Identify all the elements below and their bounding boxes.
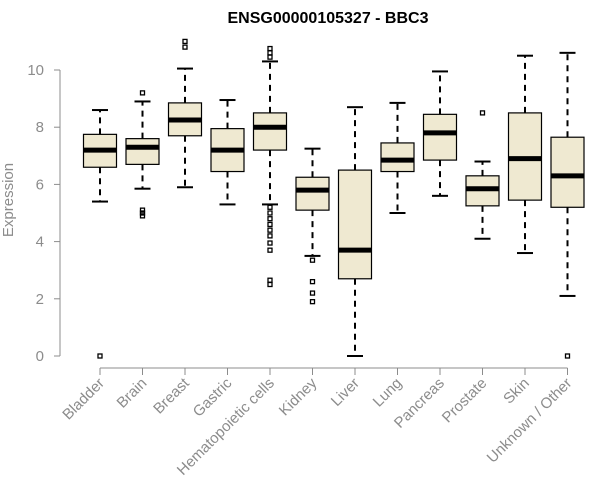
outlier-point <box>267 240 273 246</box>
box-iqr <box>252 112 288 151</box>
box-iqr <box>422 113 458 161</box>
y-axis-label: Expression <box>0 163 17 237</box>
outlier-point <box>267 216 273 222</box>
box-group <box>422 70 458 197</box>
x-tick-label: Kidney <box>276 374 321 419</box>
y-tick-label: 2 <box>36 291 44 308</box>
outlier-point <box>267 277 273 283</box>
outlier-point <box>267 54 273 60</box>
outlier-point <box>267 233 273 239</box>
y-tick-label: 4 <box>36 234 44 251</box>
box-group <box>465 110 500 240</box>
x-tick-label: Skin <box>500 375 533 408</box>
box-iqr <box>125 138 160 165</box>
x-tick-label: Lung <box>370 375 406 411</box>
outlier-point <box>479 110 486 116</box>
box-iqr <box>550 136 585 208</box>
box-group <box>295 147 330 305</box>
outlier-point <box>97 353 103 359</box>
outlier-point <box>139 207 146 213</box>
box-group <box>167 38 203 189</box>
outlier-point <box>309 257 316 263</box>
box-group <box>507 54 543 255</box>
box-iqr <box>380 142 415 173</box>
x-tick-label: Breast <box>150 374 193 417</box>
box-iqr <box>337 169 373 280</box>
box-group <box>380 101 415 214</box>
y-tick-label: 10 <box>27 62 44 79</box>
x-tick-label: Liver <box>328 375 363 410</box>
outlier-point <box>309 278 316 285</box>
y-tick-label: 0 <box>36 348 44 365</box>
outlier-point <box>309 299 316 305</box>
outlier-point <box>267 247 273 253</box>
x-tick-label: Brain <box>114 375 151 412</box>
outlier-point <box>267 50 273 56</box>
outlier-point <box>139 213 146 219</box>
box-group <box>337 106 373 357</box>
box-iqr <box>295 176 330 211</box>
outlier-point <box>182 44 188 50</box>
outlier-point <box>182 38 188 45</box>
outlier-point <box>564 353 571 359</box>
x-tick-label: Bladder <box>59 375 108 424</box>
box-group <box>210 99 245 206</box>
box-group <box>550 51 585 359</box>
outlier-point <box>267 221 273 228</box>
boxes-layer <box>82 38 585 359</box>
chart-title: ENSG00000105327 - BBC3 <box>227 10 428 27</box>
x-tick-label: Prostate <box>439 375 491 427</box>
box-group <box>252 45 288 288</box>
outlier-point <box>267 210 273 216</box>
outlier-point <box>139 210 146 216</box>
outlier-point <box>139 90 146 96</box>
outlier-point <box>267 227 273 233</box>
outlier-point <box>267 281 273 288</box>
box-group <box>125 90 160 219</box>
outlier-point <box>267 45 273 52</box>
outlier-point <box>309 290 316 296</box>
outlier-point <box>267 204 273 210</box>
y-axis: 0 2 4 6 8 10 <box>27 62 61 365</box>
box-group <box>82 109 118 359</box>
y-tick-label: 8 <box>36 119 44 136</box>
y-tick-label: 6 <box>36 176 44 193</box>
